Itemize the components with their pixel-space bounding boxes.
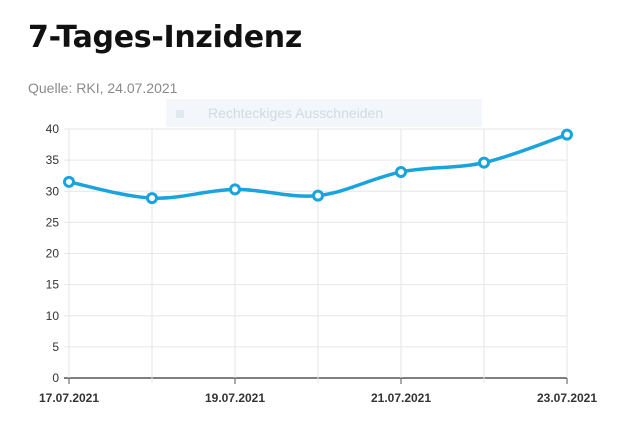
tooltip-label: Rechteckiges Ausschneiden (208, 105, 384, 121)
chart-source: Quelle: RKI, 24.07.2021 (28, 80, 178, 96)
data-point-6 (561, 128, 573, 141)
y-tick-label-0: 0 (52, 371, 59, 385)
y-tick-label-20: 20 (46, 247, 60, 261)
x-tick-label-0: 17.07.2021 (39, 391, 99, 405)
data-point-5 (478, 156, 490, 169)
chart-title: 7-Tages-Inzidenz (28, 20, 302, 55)
y-tick-label-40: 40 (46, 122, 60, 136)
y-tick-label-35: 35 (46, 153, 60, 167)
data-point-3 (312, 189, 324, 202)
grid-lines (64, 128, 568, 383)
x-tick-label-6: 23.07.2021 (537, 391, 597, 405)
y-tick-label-10: 10 (46, 309, 60, 323)
series-incidence (63, 128, 573, 205)
y-tick-label-25: 25 (46, 215, 60, 229)
x-tick-label-2: 19.07.2021 (205, 391, 265, 405)
snip-icon (176, 110, 184, 119)
y-axis-ticks: 0 5 10 15 20 25 30 35 40 (46, 122, 60, 385)
data-point-0 (63, 175, 75, 188)
x-tick-label-4: 21.07.2021 (371, 391, 431, 405)
y-tick-label-15: 15 (46, 278, 60, 292)
y-tick-label-30: 30 (46, 184, 60, 198)
data-point-2 (229, 183, 241, 196)
data-point-4 (395, 165, 407, 178)
x-axis-ticks: 17.07.2021 19.07.2021 21.07.2021 23.07.2021 (39, 378, 597, 405)
y-tick-label-5: 5 (52, 340, 59, 354)
snipping-tooltip: Rechteckiges Ausschneiden (166, 99, 482, 127)
data-point-1 (146, 192, 158, 205)
